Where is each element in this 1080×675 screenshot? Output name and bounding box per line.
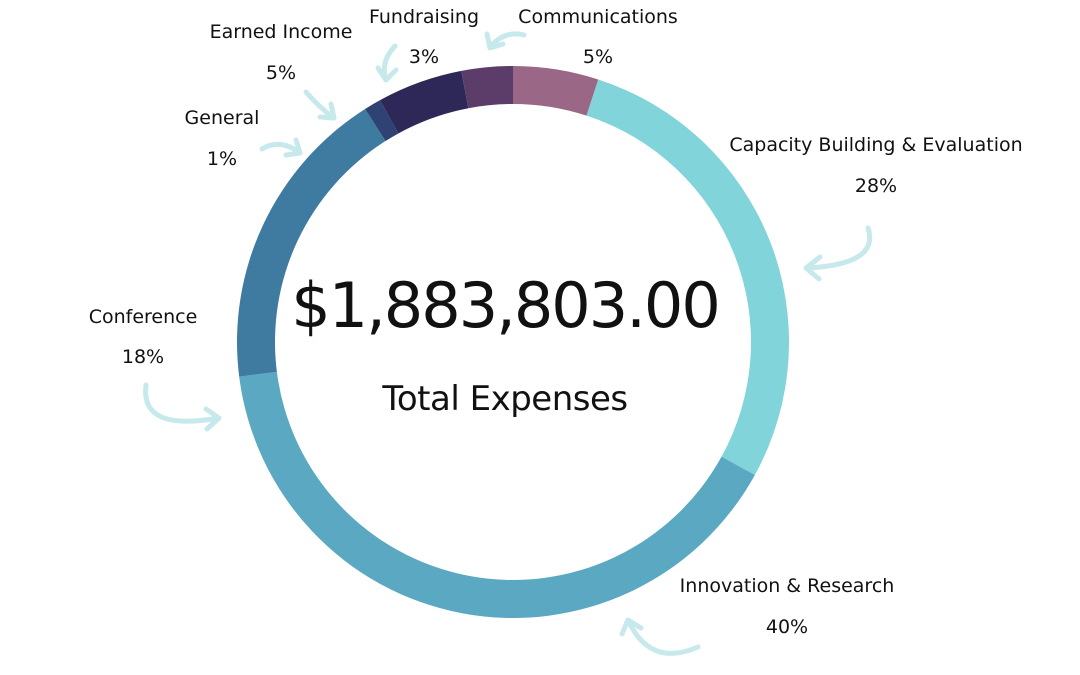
slice-conference (237, 108, 386, 377)
label-earned-income: Earned Income (210, 21, 353, 43)
arrow-capacity-building-icon (803, 225, 873, 282)
label-general: General (185, 107, 260, 129)
slice-innovation-research (239, 371, 755, 619)
pct-conference: 18% (122, 346, 164, 368)
slice-general (365, 100, 399, 142)
pct-capacity-building: 28% (855, 175, 897, 197)
label-conference: Conference (89, 306, 198, 328)
slice-communications (513, 66, 599, 116)
label-capacity-building: Capacity Building & Evaluation (729, 134, 1022, 156)
pct-earned-income: 5% (266, 62, 296, 84)
pct-general: 1% (207, 148, 237, 170)
arrow-communications-icon (484, 31, 527, 51)
label-communications: Communications (518, 6, 678, 28)
label-innovation-research: Innovation & Research (680, 575, 895, 597)
total-label: Total Expenses (381, 379, 627, 419)
total-value: $1,883,803.00 (291, 269, 719, 342)
arrow-earned-income-icon (303, 89, 337, 121)
slice-earned-income (380, 70, 469, 134)
arrow-conference-icon (143, 382, 222, 432)
arrow-innovation-research-icon (619, 617, 701, 656)
slice-capacity-building-evaluation (586, 79, 790, 475)
pct-communications: 5% (583, 46, 613, 68)
label-fundraising: Fundraising (369, 6, 479, 28)
pct-fundraising: 3% (409, 46, 439, 68)
arrow-fundraising-icon (375, 43, 399, 83)
slice-fundraising (461, 66, 513, 109)
pct-innovation-research: 40% (766, 616, 808, 638)
donut-slices (237, 66, 790, 619)
arrow-general-icon (259, 137, 303, 158)
